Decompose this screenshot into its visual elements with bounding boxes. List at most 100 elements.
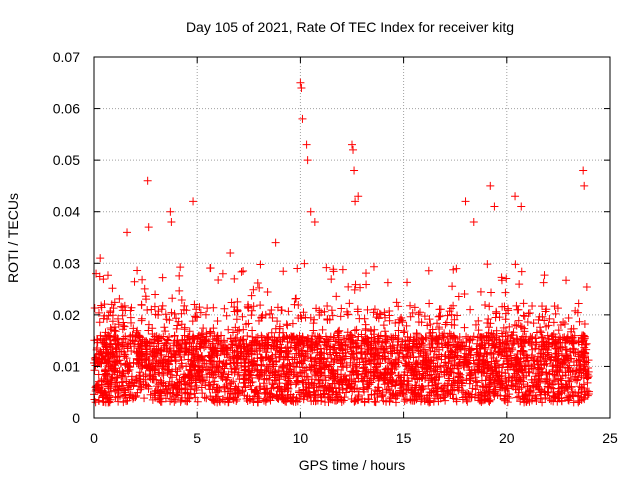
data-point: [241, 383, 250, 392]
axis-ticks: [93, 56, 611, 419]
data-point: [491, 385, 500, 394]
data-point: [436, 312, 445, 321]
data-point: [517, 202, 526, 211]
data-point: [280, 383, 289, 392]
data-point: [298, 347, 307, 355]
data-point: [170, 353, 179, 362]
data-point: [114, 397, 123, 406]
data-point: [244, 371, 253, 380]
data-point: [188, 317, 197, 326]
data-point: [140, 355, 149, 364]
data-point: [553, 354, 562, 363]
data-point: [244, 367, 253, 376]
data-point: [207, 357, 216, 366]
data-point: [519, 371, 528, 380]
data-point: [277, 306, 286, 315]
data-point: [157, 334, 166, 343]
data-point: [361, 326, 370, 335]
data-point: [528, 391, 537, 400]
data-point: [361, 354, 370, 363]
data-point: [556, 343, 565, 352]
data-point: [144, 223, 153, 232]
data-point: [417, 318, 426, 327]
data-point: [482, 350, 491, 359]
data-point: [202, 394, 211, 403]
data-point: [536, 323, 545, 332]
data-point: [448, 390, 457, 399]
data-point: [348, 140, 356, 149]
data-point: [101, 328, 110, 337]
data-point: [233, 307, 242, 316]
data-point: [400, 397, 409, 406]
data-point: [566, 347, 575, 356]
data-point: [280, 334, 289, 343]
data-point: [337, 362, 346, 371]
data-point: [125, 365, 134, 374]
data-points: [90, 78, 594, 407]
data-point: [173, 367, 182, 376]
data-point: [538, 333, 547, 342]
data-point: [177, 396, 186, 405]
data-point: [408, 341, 417, 350]
data-point: [524, 367, 533, 376]
y-tick-labels: 0 0.01 0.02 0.03 0.04 0.05 0.06 0.07: [53, 49, 80, 426]
data-point: [531, 382, 540, 391]
data-point: [193, 397, 202, 406]
data-point: [446, 386, 455, 395]
data-point: [168, 294, 177, 303]
data-point: [309, 362, 318, 371]
data-point: [126, 306, 135, 315]
data-point: [126, 313, 135, 322]
data-point: [306, 313, 315, 322]
data-point: [498, 302, 507, 311]
data-point: [559, 318, 568, 327]
data-point: [215, 357, 224, 366]
data-point: [208, 349, 217, 358]
data-point: [253, 350, 262, 359]
data-point: [490, 335, 499, 344]
data-point: [309, 319, 318, 328]
data-point: [233, 395, 242, 404]
data-point: [415, 308, 424, 317]
data-point: [344, 282, 353, 291]
data-point: [323, 302, 332, 311]
data-point: [444, 341, 453, 350]
data-point: [166, 207, 175, 216]
data-point: [551, 352, 560, 361]
data-point: [311, 367, 320, 376]
data-point: [449, 301, 458, 310]
data-point: [302, 337, 311, 346]
data-point: [118, 325, 127, 334]
data-point: [473, 339, 482, 348]
data-point: [447, 347, 456, 356]
data-point: [558, 343, 567, 352]
data-point: [175, 375, 184, 384]
data-point: [220, 397, 229, 406]
data-point: [149, 375, 158, 384]
data-point: [195, 303, 204, 312]
data-point: [133, 388, 142, 397]
data-point: [503, 384, 512, 393]
data-point: [105, 393, 114, 402]
data-point: [114, 320, 123, 329]
data-point: [543, 374, 552, 383]
data-point: [379, 396, 388, 405]
data-point: [220, 364, 229, 373]
data-point: [565, 377, 574, 386]
data-point: [513, 305, 522, 314]
data-point: [547, 383, 556, 392]
data-point: [579, 166, 588, 175]
data-point: [518, 342, 527, 351]
data-point: [111, 336, 120, 345]
data-point: [533, 364, 542, 373]
data-point: [253, 371, 262, 380]
data-point: [370, 365, 379, 374]
data-point: [342, 388, 351, 397]
data-point: [540, 316, 549, 325]
data-point: [219, 368, 228, 377]
data-point: [413, 359, 422, 368]
data-point: [151, 370, 160, 379]
data-point: [258, 311, 267, 320]
data-point: [397, 380, 406, 389]
data-point: [213, 398, 222, 407]
